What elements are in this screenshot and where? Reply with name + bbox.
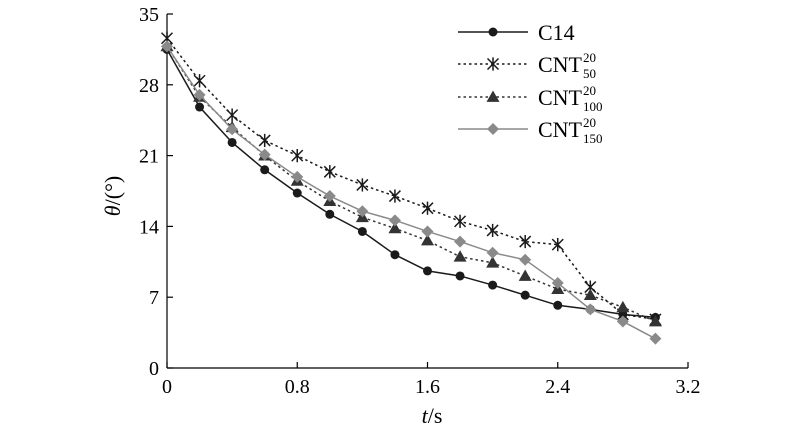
legend-label: CNT: [538, 117, 583, 142]
data-point: [226, 108, 239, 122]
data-point: [325, 209, 335, 219]
y-tick-label: 0: [149, 358, 159, 380]
series-layer: [160, 31, 662, 345]
data-point: [423, 266, 432, 276]
data-point: [388, 214, 401, 227]
x-axis-unit: /s: [428, 403, 443, 428]
series-1: [160, 31, 662, 327]
x-tick-label: 1.6: [415, 376, 440, 398]
data-point: [455, 271, 465, 281]
data-point: [453, 250, 467, 262]
data-point: [195, 102, 205, 112]
data-point: [583, 288, 597, 301]
legend-marker: [486, 90, 500, 102]
data-point: [227, 137, 237, 147]
data-point: [488, 280, 498, 290]
legend-label: CNT: [538, 52, 583, 77]
data-point: [356, 178, 369, 192]
data-point: [258, 148, 271, 161]
legend-marker: [488, 27, 498, 37]
data-point: [258, 133, 271, 148]
data-point: [292, 188, 302, 198]
legend-item: C14: [458, 20, 575, 45]
y-tick-label: 35: [139, 4, 159, 26]
y-axis-var: θ: [100, 205, 125, 216]
data-point: [616, 315, 629, 328]
data-point: [553, 300, 563, 310]
data-point: [161, 40, 173, 53]
y-ticks: 0 7 14 21 28 35: [139, 4, 173, 380]
y-tick-label: 7: [149, 287, 159, 309]
data-point: [291, 149, 304, 163]
data-point: [519, 234, 532, 249]
legend-label-subscript: 50: [583, 66, 596, 81]
x-tick-label: 0: [162, 376, 172, 398]
axes: [166, 14, 688, 369]
data-point: [388, 189, 401, 203]
data-point: [356, 205, 369, 218]
series-line: [166, 45, 656, 340]
series-line: [166, 37, 656, 321]
legend-label-superscript: 20: [583, 115, 596, 130]
data-point: [454, 214, 467, 228]
legend-label-subscript: 100: [583, 99, 603, 114]
data-point: [519, 253, 532, 266]
data-point: [551, 238, 564, 252]
data-point: [357, 226, 367, 236]
series-line: [166, 45, 656, 323]
y-tick-label: 14: [139, 216, 159, 238]
data-point: [421, 225, 434, 238]
y-axis-label: θ/(°): [100, 176, 125, 216]
series-3: [161, 40, 662, 345]
x-ticks: 0 0.8 1.6 2.4 3.2: [162, 362, 701, 398]
x-tick-label: 3.2: [676, 376, 701, 398]
y-tick-label: 21: [139, 146, 159, 168]
legend-label-superscript: 20: [583, 83, 596, 98]
data-point: [454, 235, 467, 248]
data-point: [193, 88, 206, 101]
legend-label: CNT: [538, 85, 583, 110]
data-point: [486, 246, 499, 259]
data-point: [486, 256, 500, 268]
data-point: [648, 314, 662, 327]
x-tick-label: 2.4: [545, 376, 570, 398]
data-point: [323, 165, 336, 179]
y-tick-label: 28: [139, 75, 159, 97]
x-axis-label: t/s: [422, 403, 443, 428]
data-point: [421, 234, 434, 246]
data-point: [486, 223, 499, 238]
legend-label-superscript: 20: [583, 50, 596, 65]
data-point: [421, 201, 434, 215]
data-point: [520, 290, 530, 300]
data-point: [388, 221, 402, 234]
legend-label-subscript: 150: [583, 131, 603, 146]
x-axis-var: t: [422, 403, 429, 428]
data-point: [323, 190, 336, 203]
y-axis-unit: /(°): [100, 176, 125, 206]
series-line: [166, 49, 656, 319]
data-point: [226, 123, 239, 136]
data-point: [584, 303, 597, 316]
data-point: [649, 332, 662, 345]
legend-marker: [487, 123, 499, 135]
x-tick-label: 0.8: [285, 376, 310, 398]
data-point: [193, 74, 206, 88]
data-point: [390, 250, 400, 260]
legend-marker: [486, 57, 500, 71]
data-point: [291, 170, 304, 183]
data-point: [551, 277, 564, 290]
legend-label: C14: [538, 20, 575, 45]
data-point: [616, 300, 630, 313]
data-point: [518, 269, 532, 281]
data-point: [260, 165, 270, 175]
